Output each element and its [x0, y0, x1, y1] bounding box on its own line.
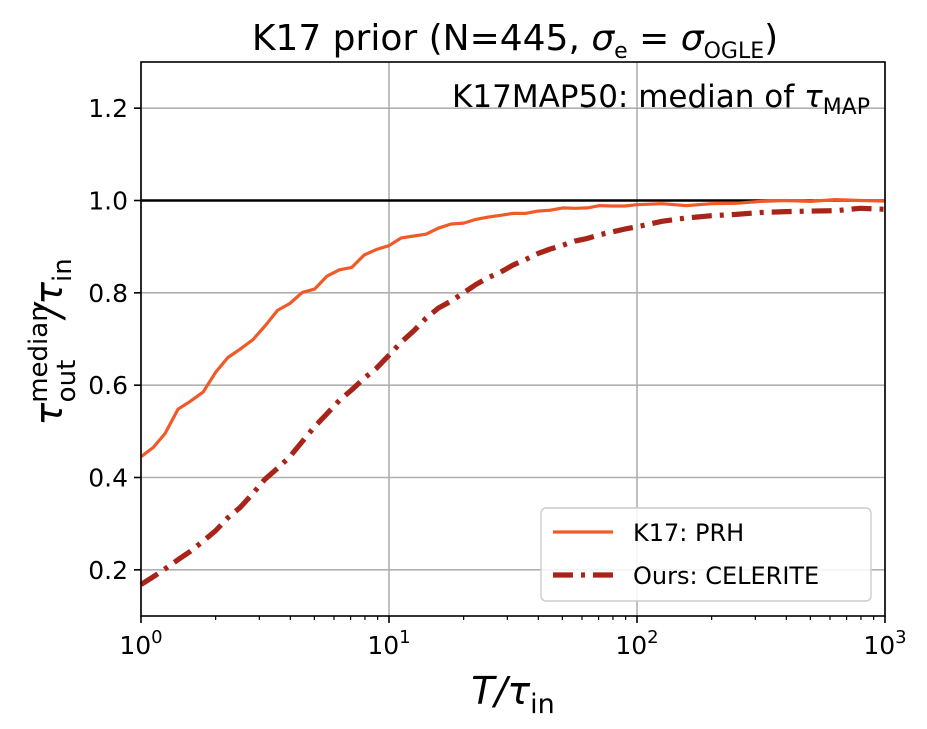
x-tick-label: 102	[615, 627, 658, 660]
y-tick-label: 0.4	[88, 464, 128, 493]
x-axis-label: T/τin	[471, 669, 555, 720]
y-tick-label: 0.6	[88, 371, 128, 400]
legend-box	[540, 507, 872, 602]
series-layer	[139, 198, 886, 587]
legend-label-celerite: Ours: CELERITE	[633, 562, 819, 590]
y-tick-label: 0.8	[88, 279, 128, 308]
y-tick-label: 1.2	[88, 94, 128, 123]
legend-label-k17: K17: PRH	[633, 519, 744, 547]
series-line-k17-prh	[140, 198, 886, 458]
y-tick-label: 1.0	[88, 187, 128, 216]
series-line-celerite	[139, 205, 886, 587]
x-tick-label: 100	[119, 627, 162, 660]
chart-title: K17 prior (N=445, σe = σOGLE)	[252, 18, 778, 64]
x-tick-label: 101	[367, 627, 410, 660]
plot-frame	[140, 61, 886, 617]
annotation-text: K17MAP50: median of τMAP	[452, 79, 870, 120]
x-tick-label: 103	[863, 627, 906, 660]
tick-layer: 0.2 0.4 0.6 0.8 1.0 1.2 100 101 102 103	[88, 94, 906, 660]
y-axis-label: τmedianout/τin	[24, 258, 82, 425]
y-tick-label: 0.2	[88, 556, 128, 585]
legend: K17: PRH Ours: CELERITE	[540, 507, 872, 602]
